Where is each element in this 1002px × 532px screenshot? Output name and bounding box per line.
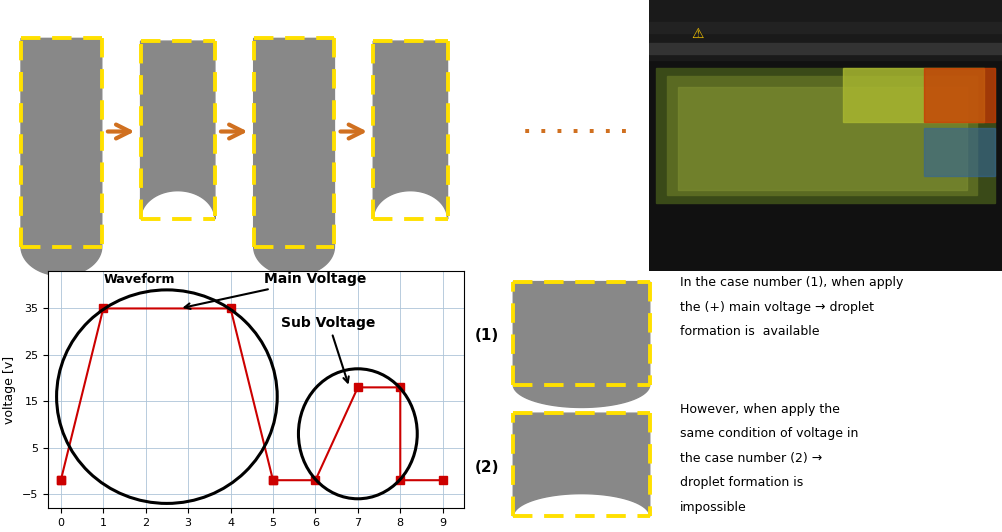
Bar (649, 44, 1002, 54)
Text: the case number (2) →: the case number (2) → (679, 452, 822, 465)
Bar (656, 68, 995, 204)
Polygon shape (373, 41, 448, 219)
Text: Waveform: Waveform (103, 273, 174, 286)
Bar (649, 22, 1002, 32)
Text: Sub Voltage: Sub Voltage (282, 316, 376, 383)
Y-axis label: voltage [v]: voltage [v] (3, 355, 16, 424)
Polygon shape (140, 41, 214, 219)
Text: impossible: impossible (679, 501, 746, 514)
Bar (925, 128, 995, 177)
Polygon shape (254, 38, 335, 276)
Text: However, when apply the: However, when apply the (679, 403, 840, 416)
Bar (677, 87, 967, 190)
Polygon shape (513, 281, 649, 408)
Bar (925, 68, 995, 122)
Text: formation is  available: formation is available (679, 326, 820, 338)
Bar (667, 76, 977, 195)
Text: droplet formation is: droplet formation is (679, 476, 803, 489)
Bar (649, 0, 1002, 60)
Polygon shape (513, 413, 649, 517)
Bar (844, 68, 984, 122)
Polygon shape (21, 38, 102, 276)
Text: (2): (2) (475, 460, 500, 475)
Text: In the case number (1), when apply: In the case number (1), when apply (679, 277, 903, 289)
Text: Main Voltage: Main Voltage (184, 272, 367, 309)
Text: ⚠: ⚠ (691, 27, 704, 41)
Text: same condition of voltage in: same condition of voltage in (679, 427, 858, 440)
Text: the (+) main voltage → droplet: the (+) main voltage → droplet (679, 301, 874, 314)
Text: (1): (1) (475, 328, 499, 343)
Text: · · · · · · ·: · · · · · · · (523, 121, 628, 142)
